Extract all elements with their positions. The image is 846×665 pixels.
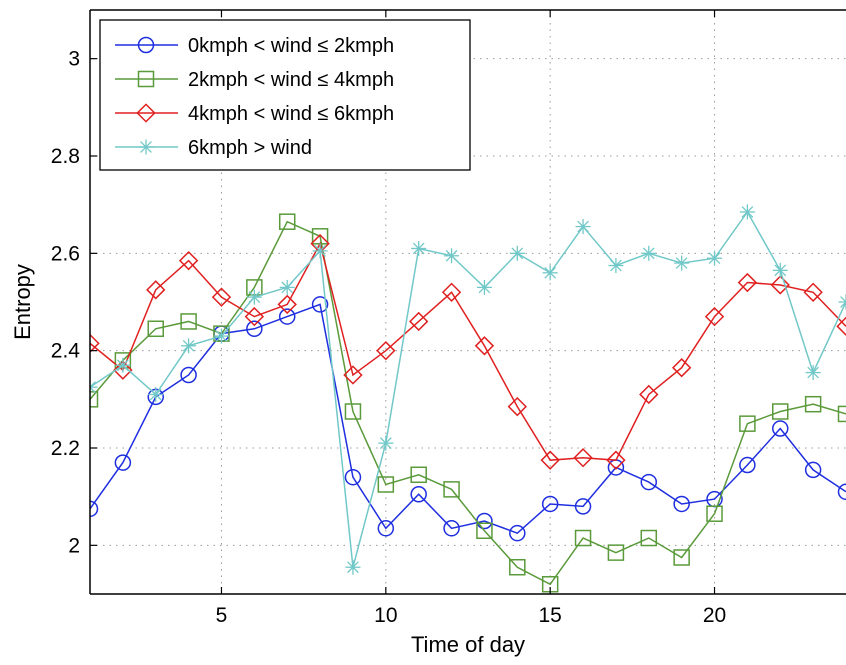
y-tick-label: 2.8 <box>51 145 80 168</box>
data-point <box>608 258 623 273</box>
x-axis-label: Time of day <box>411 632 525 657</box>
legend-label: 2kmph < wind ≤ 4kmph <box>188 69 394 91</box>
legend-label: 6kmph > wind <box>188 137 312 159</box>
data-point <box>510 246 525 261</box>
series-line <box>90 304 846 533</box>
data-point <box>115 358 130 373</box>
data-point <box>247 290 262 305</box>
y-tick-label: 3 <box>68 48 80 71</box>
data-point <box>837 318 846 335</box>
data-point <box>148 387 163 402</box>
data-point <box>345 560 360 575</box>
data-point <box>214 329 229 344</box>
y-axis-label: Entropy <box>10 264 35 340</box>
legend-marker <box>139 140 154 155</box>
series-line <box>90 212 846 567</box>
legend: 0kmph < wind ≤ 2kmph 2kmph < wind ≤ 4kmph… <box>100 20 470 170</box>
x-tick-label: 10 <box>374 604 397 627</box>
data-point <box>280 280 295 295</box>
series-layer <box>81 204 846 591</box>
series-1 <box>83 297 846 541</box>
data-point <box>477 280 492 295</box>
data-point <box>707 251 722 266</box>
legend-label: 0kmph < wind ≤ 2kmph <box>188 35 394 57</box>
data-point <box>576 219 591 234</box>
y-tick-label: 2.2 <box>51 437 80 460</box>
data-point <box>444 248 459 263</box>
y-tick-label: 2.4 <box>51 340 81 363</box>
data-point <box>839 295 846 310</box>
x-tick-label: 20 <box>703 604 726 627</box>
data-point <box>543 265 558 280</box>
data-point <box>674 256 689 271</box>
y-tick-label: 2 <box>68 534 80 557</box>
data-point <box>806 365 821 380</box>
data-point <box>641 246 656 261</box>
x-tick-label: 15 <box>538 604 561 627</box>
data-point <box>378 436 393 451</box>
data-point <box>313 243 328 258</box>
data-point <box>773 263 788 278</box>
y-tick-label: 2.6 <box>51 242 80 265</box>
legend-label: 4kmph < wind ≤ 6kmph <box>188 103 394 125</box>
series-3 <box>81 235 846 469</box>
data-point <box>181 338 196 353</box>
data-point <box>740 204 755 219</box>
series-line <box>90 244 846 461</box>
data-point <box>411 241 426 256</box>
x-tick-label: 5 <box>216 604 228 627</box>
